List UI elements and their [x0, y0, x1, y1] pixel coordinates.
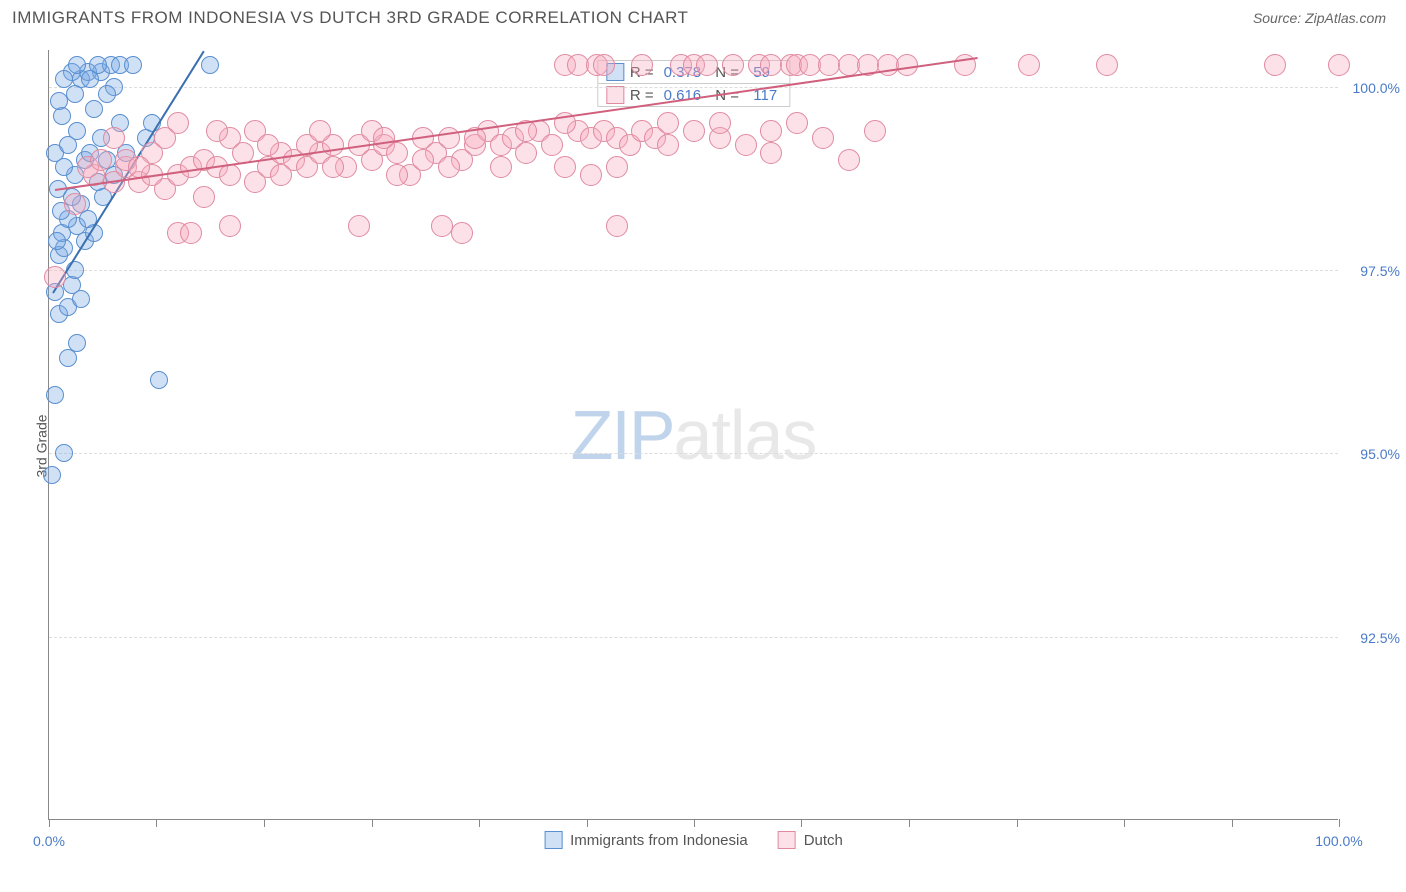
scatter-point	[838, 149, 860, 171]
gridline-h: 92.5%	[49, 637, 1338, 638]
scatter-point	[412, 149, 434, 171]
scatter-point	[206, 120, 228, 142]
scatter-point	[44, 266, 66, 288]
x-tick	[1339, 819, 1340, 827]
x-tick	[1232, 819, 1233, 827]
legend-label: Dutch	[804, 832, 843, 849]
scatter-point	[68, 56, 86, 74]
scatter-point	[515, 142, 537, 164]
x-tick	[801, 819, 802, 827]
scatter-point	[68, 334, 86, 352]
scatter-point	[657, 134, 679, 156]
scatter-point	[124, 56, 142, 74]
legend: Immigrants from Indonesia Dutch	[544, 831, 843, 849]
chart-plot-area: ZIPatlas R =0.378 N = 59R =0.616 N = 117…	[48, 50, 1338, 820]
scatter-point	[1096, 54, 1118, 76]
scatter-point	[270, 164, 292, 186]
scatter-point	[864, 120, 886, 142]
legend-item: Immigrants from Indonesia	[544, 831, 748, 849]
scatter-point	[896, 54, 918, 76]
source-label: Source: ZipAtlas.com	[1253, 10, 1386, 26]
y-tick-label: 95.0%	[1360, 446, 1400, 462]
scatter-point	[46, 386, 64, 404]
x-tick-label: 100.0%	[1315, 833, 1362, 849]
scatter-point	[150, 371, 168, 389]
scatter-point	[309, 120, 331, 142]
legend-item: Dutch	[778, 831, 843, 849]
y-tick-label: 92.5%	[1360, 630, 1400, 646]
scatter-point	[735, 134, 757, 156]
x-tick	[479, 819, 480, 827]
scatter-point	[722, 54, 744, 76]
scatter-point	[541, 134, 563, 156]
scatter-point	[154, 127, 176, 149]
x-tick	[49, 819, 50, 827]
scatter-point	[180, 222, 202, 244]
scatter-point	[48, 232, 66, 250]
scatter-point	[98, 85, 116, 103]
scatter-point	[257, 134, 279, 156]
gridline-h: 97.5%	[49, 270, 1338, 271]
y-tick-label: 100.0%	[1353, 80, 1400, 96]
x-tick	[1124, 819, 1125, 827]
legend-swatch	[606, 86, 624, 104]
legend-swatch	[778, 831, 796, 849]
scatter-point	[1264, 54, 1286, 76]
x-tick	[372, 819, 373, 827]
scatter-point	[386, 164, 408, 186]
chart-title: IMMIGRANTS FROM INDONESIA VS DUTCH 3RD G…	[12, 8, 688, 28]
scatter-point	[68, 122, 86, 140]
watermark: ZIPatlas	[571, 395, 817, 475]
x-tick	[156, 819, 157, 827]
x-tick	[909, 819, 910, 827]
scatter-point	[683, 120, 705, 142]
scatter-point	[812, 127, 834, 149]
scatter-point	[760, 142, 782, 164]
legend-label: Immigrants from Indonesia	[570, 832, 748, 849]
scatter-point	[606, 156, 628, 178]
scatter-point	[81, 70, 99, 88]
scatter-point	[55, 444, 73, 462]
x-tick	[264, 819, 265, 827]
scatter-point	[554, 156, 576, 178]
scatter-point	[373, 127, 395, 149]
scatter-point	[438, 156, 460, 178]
scatter-point	[1018, 54, 1040, 76]
scatter-point	[657, 112, 679, 134]
scatter-point	[219, 215, 241, 237]
scatter-point	[348, 215, 370, 237]
scatter-point	[606, 215, 628, 237]
gridline-h: 100.0%	[49, 87, 1338, 88]
scatter-point	[786, 112, 808, 134]
scatter-point	[580, 164, 602, 186]
scatter-point	[322, 156, 344, 178]
x-tick-label: 0.0%	[33, 833, 65, 849]
scatter-point	[103, 127, 125, 149]
x-tick	[587, 819, 588, 827]
scatter-point	[490, 156, 512, 178]
scatter-point	[631, 54, 653, 76]
scatter-point	[193, 186, 215, 208]
x-tick	[1017, 819, 1018, 827]
scatter-point	[43, 466, 61, 484]
scatter-point	[760, 120, 782, 142]
scatter-point	[451, 222, 473, 244]
scatter-point	[709, 112, 731, 134]
scatter-point	[85, 100, 103, 118]
legend-swatch	[544, 831, 562, 849]
gridline-h: 95.0%	[49, 453, 1338, 454]
x-tick	[694, 819, 695, 827]
scatter-point	[593, 54, 615, 76]
scatter-point	[201, 56, 219, 74]
scatter-point	[66, 85, 84, 103]
scatter-point	[90, 149, 112, 171]
scatter-point	[438, 127, 460, 149]
stats-r-label: R =	[630, 87, 654, 104]
scatter-point	[1328, 54, 1350, 76]
y-tick-label: 97.5%	[1360, 263, 1400, 279]
scatter-point	[64, 193, 86, 215]
scatter-point	[696, 54, 718, 76]
